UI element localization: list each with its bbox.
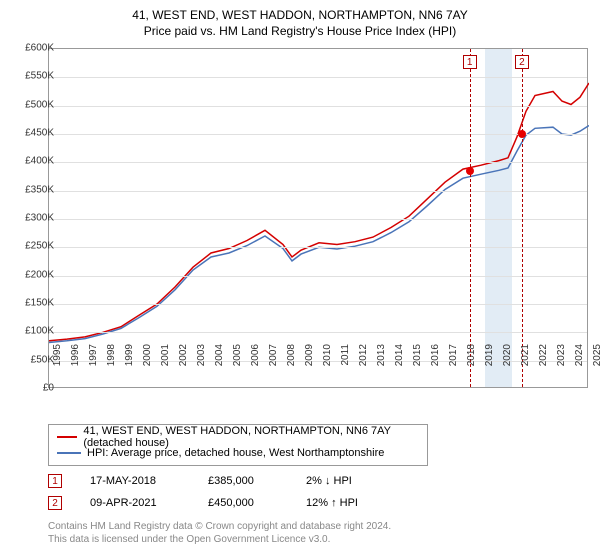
x-axis-label: 2020 bbox=[502, 344, 513, 366]
y-axis-label: £250K bbox=[0, 241, 54, 252]
x-axis-label: 2021 bbox=[520, 344, 531, 366]
y-axis-label: £450K bbox=[0, 128, 54, 139]
gridline bbox=[49, 219, 587, 220]
y-axis-label: £300K bbox=[0, 213, 54, 224]
gridline bbox=[49, 134, 587, 135]
gridline bbox=[49, 332, 587, 333]
event-dot bbox=[518, 130, 526, 138]
x-axis-label: 2003 bbox=[196, 344, 207, 366]
chart-subtitle: Price paid vs. HM Land Registry's House … bbox=[0, 22, 600, 38]
event-price: £385,000 bbox=[208, 475, 278, 487]
chart-container: 41, WEST END, WEST HADDON, NORTHAMPTON, … bbox=[0, 0, 600, 560]
x-axis-label: 2007 bbox=[268, 344, 279, 366]
gridline bbox=[49, 162, 587, 163]
x-axis-label: 1997 bbox=[88, 344, 99, 366]
x-axis-label: 2016 bbox=[430, 344, 441, 366]
legend-swatch-hpi bbox=[57, 452, 81, 454]
plot-area: 12 bbox=[48, 48, 588, 388]
y-axis-label: £550K bbox=[0, 71, 54, 82]
footer-line1: Contains HM Land Registry data © Crown c… bbox=[48, 520, 391, 533]
x-axis-label: 2000 bbox=[142, 344, 153, 366]
gridline bbox=[49, 106, 587, 107]
gridline bbox=[49, 247, 587, 248]
x-axis-label: 2014 bbox=[394, 344, 405, 366]
x-axis-label: 2002 bbox=[178, 344, 189, 366]
event-row-marker: 1 bbox=[48, 474, 62, 488]
gridline bbox=[49, 77, 587, 78]
x-axis-label: 2012 bbox=[358, 344, 369, 366]
event-price: £450,000 bbox=[208, 497, 278, 509]
y-axis-label: £600K bbox=[0, 43, 54, 54]
gridline bbox=[49, 304, 587, 305]
x-axis-label: 2019 bbox=[484, 344, 495, 366]
event-dot bbox=[466, 167, 474, 175]
x-axis-label: 2022 bbox=[538, 344, 549, 366]
chart-title: 41, WEST END, WEST HADDON, NORTHAMPTON, … bbox=[0, 0, 600, 22]
gridline bbox=[49, 276, 587, 277]
x-axis-label: 1998 bbox=[106, 344, 117, 366]
y-axis-label: £150K bbox=[0, 298, 54, 309]
x-axis-label: 2018 bbox=[466, 344, 477, 366]
legend: 41, WEST END, WEST HADDON, NORTHAMPTON, … bbox=[48, 424, 428, 466]
legend-label-property: 41, WEST END, WEST HADDON, NORTHAMPTON, … bbox=[83, 425, 419, 449]
x-axis-label: 2004 bbox=[214, 344, 225, 366]
x-axis-label: 2025 bbox=[592, 344, 600, 366]
y-axis-label: £400K bbox=[0, 156, 54, 167]
legend-item-hpi: HPI: Average price, detached house, West… bbox=[57, 445, 419, 461]
y-axis-label: £0 bbox=[0, 383, 54, 394]
events-table: 1 17-MAY-2018 £385,000 2% ↓ HPI 2 09-APR-2021… bbox=[48, 470, 386, 514]
x-axis-label: 2017 bbox=[448, 344, 459, 366]
legend-item-property: 41, WEST END, WEST HADDON, NORTHAMPTON, … bbox=[57, 429, 419, 445]
x-axis-label: 2005 bbox=[232, 344, 243, 366]
x-axis-label: 2008 bbox=[286, 344, 297, 366]
legend-swatch-property bbox=[57, 436, 77, 438]
y-axis-label: £100K bbox=[0, 326, 54, 337]
y-axis-label: £500K bbox=[0, 99, 54, 110]
event-date: 09-APR-2021 bbox=[90, 497, 180, 509]
x-axis-label: 2013 bbox=[376, 344, 387, 366]
y-axis-label: £50K bbox=[0, 354, 54, 365]
x-axis-label: 2015 bbox=[412, 344, 423, 366]
x-axis-label: 2011 bbox=[340, 344, 351, 366]
y-axis-label: £200K bbox=[0, 269, 54, 280]
event-line bbox=[470, 49, 471, 387]
legend-label-hpi: HPI: Average price, detached house, West… bbox=[87, 447, 384, 459]
x-axis-label: 1995 bbox=[52, 344, 63, 366]
x-axis-label: 2010 bbox=[322, 344, 333, 366]
x-axis-label: 1996 bbox=[70, 344, 81, 366]
series-property bbox=[49, 83, 589, 341]
event-date: 17-MAY-2018 bbox=[90, 475, 180, 487]
event-row: 1 17-MAY-2018 £385,000 2% ↓ HPI bbox=[48, 470, 386, 492]
x-axis-label: 2009 bbox=[304, 344, 315, 366]
x-axis-label: 1999 bbox=[124, 344, 135, 366]
footer: Contains HM Land Registry data © Crown c… bbox=[48, 520, 391, 546]
x-axis-label: 2023 bbox=[556, 344, 567, 366]
x-axis-label: 2001 bbox=[160, 344, 171, 366]
event-marker: 1 bbox=[463, 55, 477, 69]
event-diff: 12% ↑ HPI bbox=[306, 497, 386, 509]
x-axis-label: 2024 bbox=[574, 344, 585, 366]
footer-line2: This data is licensed under the Open Gov… bbox=[48, 533, 391, 546]
gridline bbox=[49, 191, 587, 192]
event-row-marker: 2 bbox=[48, 496, 62, 510]
event-row: 2 09-APR-2021 £450,000 12% ↑ HPI bbox=[48, 492, 386, 514]
event-marker: 2 bbox=[515, 55, 529, 69]
event-diff: 2% ↓ HPI bbox=[306, 475, 386, 487]
y-axis-label: £350K bbox=[0, 184, 54, 195]
x-axis-label: 2006 bbox=[250, 344, 261, 366]
event-line bbox=[522, 49, 523, 387]
